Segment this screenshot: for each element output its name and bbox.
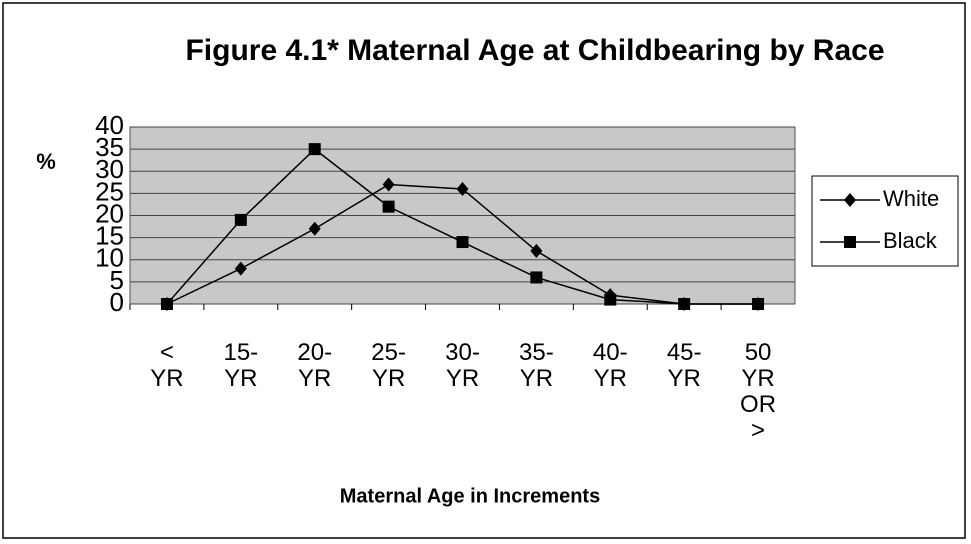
chart-title: Figure 4.1* Maternal Age at Childbearing… bbox=[185, 34, 884, 67]
marker bbox=[604, 293, 617, 306]
marker bbox=[678, 298, 691, 310]
x-tick-label: 30- YR bbox=[445, 339, 480, 392]
marker bbox=[234, 213, 247, 226]
marker bbox=[456, 181, 469, 196]
marker bbox=[752, 298, 765, 310]
marker bbox=[308, 221, 321, 236]
x-tick-label: < YR bbox=[150, 339, 184, 392]
y-tick-label: 20 bbox=[95, 198, 124, 228]
marker bbox=[234, 261, 247, 276]
x-tick-label: 25- YR bbox=[371, 339, 406, 392]
y-tick-label: 10 bbox=[95, 243, 124, 273]
marker bbox=[160, 298, 173, 310]
y-tick-label: 15 bbox=[95, 221, 124, 251]
legend-box bbox=[811, 175, 959, 267]
marker bbox=[530, 243, 543, 258]
x-axis-label: Maternal Age in Increments bbox=[340, 485, 600, 507]
y-axis-label: % bbox=[36, 149, 56, 174]
marker bbox=[844, 236, 856, 248]
marker bbox=[382, 200, 395, 213]
y-tick-label: 0 bbox=[110, 287, 124, 317]
marker bbox=[456, 236, 469, 249]
y-tick-label: 25 bbox=[95, 176, 124, 206]
y-tick-label: 5 bbox=[110, 265, 124, 295]
marker bbox=[308, 143, 321, 156]
x-tick-label: 15- YR bbox=[223, 339, 259, 392]
legend-label: Black bbox=[883, 228, 938, 253]
x-tick-label: 35- YR bbox=[519, 339, 554, 392]
x-tick-label: 45- YR bbox=[666, 339, 702, 392]
legend-label: White bbox=[883, 186, 939, 211]
marker bbox=[844, 193, 856, 207]
y-tick-label: 35 bbox=[95, 132, 124, 162]
marker bbox=[382, 177, 395, 192]
x-tick-label: 40- YR bbox=[592, 339, 628, 392]
x-tick-label: 50 YR OR > bbox=[740, 339, 777, 444]
marker bbox=[530, 271, 543, 284]
x-tick-label: 20- YR bbox=[297, 339, 333, 392]
y-tick-label: 40 bbox=[95, 110, 124, 140]
y-tick-label: 30 bbox=[95, 154, 124, 184]
